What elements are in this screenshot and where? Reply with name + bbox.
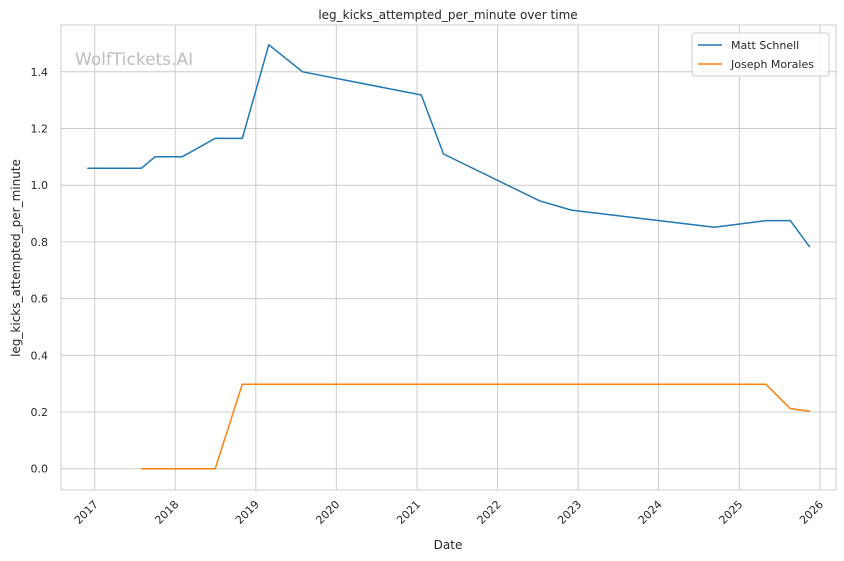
y-axis-label: leg_kicks_attempted_per_minute bbox=[9, 159, 23, 357]
x-axis-ticks: 2017 2018 2019 2020 2021 2022 2023 2024 2025 2026 bbox=[72, 498, 826, 527]
series-line-joseph-morales bbox=[140, 383, 811, 470]
chart-title: leg_kicks_attempted_per_minute over time bbox=[318, 8, 577, 22]
y-tick-label: 1.2 bbox=[31, 122, 49, 135]
plot-frame bbox=[60, 24, 837, 491]
x-axis-label: Date bbox=[434, 538, 463, 552]
legend-label-joseph-morales: Joseph Morales bbox=[730, 58, 814, 71]
y-tick-label: 0.0 bbox=[31, 463, 49, 476]
y-tick-label: 0.2 bbox=[31, 406, 49, 419]
y-tick-label: 0.6 bbox=[31, 293, 49, 306]
series-layer bbox=[87, 44, 811, 470]
y-tick-label: 1.4 bbox=[31, 66, 49, 79]
legend-label-matt-schnell: Matt Schnell bbox=[731, 39, 799, 52]
legend-box bbox=[691, 32, 830, 77]
watermark: WolfTickets.AI bbox=[75, 50, 193, 70]
y-tick-label: 0.4 bbox=[31, 349, 49, 362]
y-tick-label: 0.8 bbox=[31, 236, 49, 249]
y-axis-ticks: 0.0 0.2 0.4 0.6 0.8 1.0 1.2 1.4 bbox=[31, 66, 49, 476]
series-line-matt-schnell bbox=[87, 44, 811, 248]
y-tick-label: 1.0 bbox=[31, 179, 49, 192]
legend: Matt Schnell Joseph Morales bbox=[691, 32, 830, 77]
